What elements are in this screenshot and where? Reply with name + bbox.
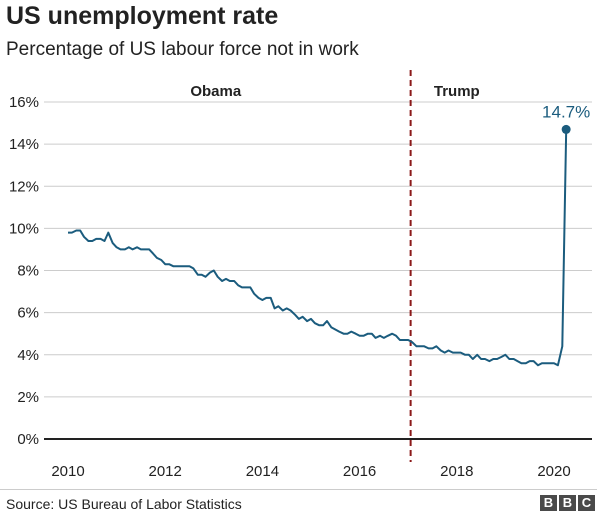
series-lines <box>68 129 568 367</box>
y-tick-label: 2% <box>17 389 39 406</box>
era-label: Obama <box>190 83 242 100</box>
gridlines <box>44 101 592 440</box>
y-tick-label: 14% <box>9 136 39 153</box>
bbc-logo: B B C <box>540 495 595 511</box>
x-tick-label: 2012 <box>149 463 182 480</box>
logo-letter-b2: B <box>559 495 576 511</box>
y-tick-label: 8% <box>17 263 39 280</box>
logo-letter-c: C <box>578 495 595 511</box>
y-tick-label: 10% <box>9 220 39 237</box>
peak-point <box>561 124 571 134</box>
y-tick-label: 16% <box>9 94 39 111</box>
chart-subtitle: Percentage of US labour force not in wor… <box>6 39 359 60</box>
annotations: 14.7% <box>542 102 590 134</box>
x-tick-label: 2010 <box>51 463 84 480</box>
peak-label: 14.7% <box>542 102 590 121</box>
source-note: Source: US Bureau of Labor Statistics <box>6 496 242 512</box>
y-tick-label: 12% <box>9 178 39 195</box>
y-tick-label: 6% <box>17 305 39 322</box>
era-labels: Obama Trump <box>190 83 479 100</box>
chart-title: US unemployment rate <box>6 2 279 30</box>
footer-divider <box>0 489 597 490</box>
x-axis-tick-labels: 2010 2012 2014 2016 2018 2020 <box>51 463 570 480</box>
x-tick-label: 2020 <box>537 463 570 480</box>
y-axis-tick-labels: 0% 2% 4% 6% 8% 10% 12% 14% 16% <box>9 94 39 448</box>
logo-letter-b1: B <box>540 495 557 511</box>
y-tick-label: 4% <box>17 347 39 364</box>
x-tick-label: 2014 <box>246 463 279 480</box>
series-line <box>68 129 568 367</box>
x-tick-label: 2018 <box>440 463 473 480</box>
x-tick-label: 2016 <box>343 463 376 480</box>
y-tick-label: 0% <box>17 431 39 448</box>
unemployment-line-chart: 0%2%4%6%8%10%12%14%16% 2010 2012 2014 2016 2… <box>9 70 592 480</box>
era-label: Trump <box>434 83 480 100</box>
